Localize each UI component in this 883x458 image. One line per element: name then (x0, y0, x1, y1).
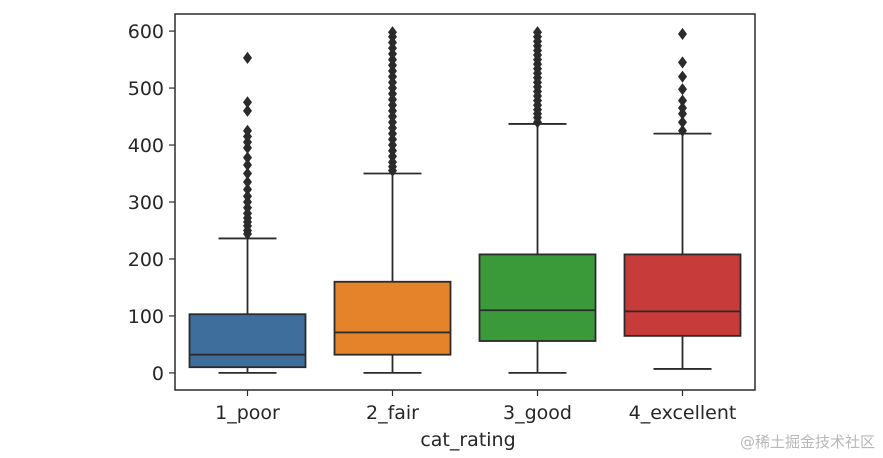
box-4_excellent (623, 253, 742, 337)
x-tick-label: 4_excellent (629, 402, 737, 424)
x-tick-label: 2_fair (366, 402, 419, 424)
outlier-point (678, 56, 687, 69)
box-2_fair (333, 280, 452, 356)
outlier-point (243, 158, 252, 172)
outlier-point (243, 104, 252, 117)
y-tick-label: 0 (152, 363, 164, 385)
y-tick-label: 500 (128, 78, 164, 100)
y-tick-label: 200 (128, 249, 164, 271)
box-1_poor (188, 313, 307, 369)
outlier-point (678, 27, 687, 41)
outlier-point (243, 124, 252, 137)
x-axis-label: cat_rating (420, 429, 515, 451)
outlier-point (243, 167, 252, 180)
outlier-point (388, 26, 397, 39)
outlier-point (678, 124, 687, 137)
box-3_good (478, 253, 597, 342)
plot-area: 0 100 200 300 400 500 600 1_poor 2_fair 3_good 4_e… (128, 13, 756, 424)
y-tick-label: 300 (128, 192, 164, 214)
outlier-point (533, 26, 542, 39)
outlier-point (243, 190, 252, 203)
outlier-point (678, 116, 687, 129)
y-tick-label: 100 (128, 306, 164, 328)
y-tick-label: 600 (128, 21, 164, 43)
x-tick-label: 1_poor (215, 402, 280, 424)
y-tick-label: 400 (128, 135, 164, 157)
outlier-point (243, 96, 252, 109)
outlier-point (678, 83, 687, 96)
outlier-point (678, 94, 687, 107)
outlier-point (243, 175, 252, 189)
outlier-point (678, 70, 687, 83)
outlier-point (243, 51, 252, 64)
outlier-point (243, 151, 252, 164)
outlier-point (243, 183, 252, 196)
outlier-point (678, 101, 687, 115)
x-tick-label: 3_good (503, 402, 572, 424)
watermark: @稀土掘金技术社区 (739, 433, 875, 451)
